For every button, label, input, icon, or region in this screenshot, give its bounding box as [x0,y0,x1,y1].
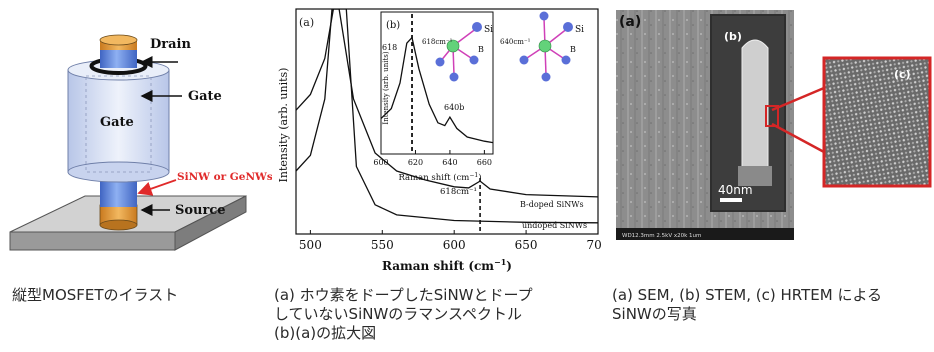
x-tick-label: 640 [442,158,457,167]
series-line-1 [381,36,493,144]
panel-a-label: (a) [299,16,314,29]
peak-annotation-618: 618cm⁻¹ [440,187,477,197]
svg-text:Si: Si [575,25,584,35]
nanowire-upper [100,48,137,68]
inset-xlabel: Raman shift (cm−1) [398,172,481,184]
panel-c-label-hrtem: (c) [894,68,911,81]
inset-peak2-label: 640b [444,103,464,112]
mosfet-illustration: Drain Gate Gate SiNW or GeNWs Source [9,34,273,251]
scalebar-label: 40nm [718,183,753,197]
main-ylabel: Intensity (arb. units) [277,68,290,183]
x-tick-label: 660 [477,158,492,167]
callout-box [765,105,779,127]
inset-ylabel: Intensity (arb. units) [382,51,390,124]
molecule-left: Si B 618cm⁻¹ [422,22,493,82]
molecule-left-label: 618cm⁻¹ [422,38,453,46]
nanowire-label: SiNW or GeNWs [177,171,272,183]
svg-text:B: B [478,45,484,54]
molecule-right-label: 640cm⁻¹ [500,38,531,46]
x-tick-label: 500 [299,238,322,252]
microscopy-images: WD12.3mm 2.5kV x20k 1um (a) 40nm (b) (c) [616,10,932,240]
main-xlabel: Raman shift (cm−1) [382,257,512,273]
caption-figure2: (a) ホウ素をドープしたSiNWとドープ していないSiNWのラマンスペクトル… [274,286,533,342]
source-label: Source [175,203,226,218]
nanowire-stem [741,39,769,173]
hrtem-image [822,56,932,188]
panel-b-label: (b) [386,20,400,31]
gate-top-label: Gate [188,89,222,104]
svg-text:Si: Si [484,25,493,35]
gate-body-label: Gate [100,115,134,130]
series-line-1 [296,9,598,198]
figure-mosfet: Drain Gate Gate SiNW or GeNWs Source [0,0,273,290]
figure-raman: 500 550 600 650 700 (a) Raman shift (cm−1) I… [272,0,609,290]
sem-footer: WD12.3mm 2.5kV x20k 1um [622,233,701,239]
caption-figure3: (a) SEM, (b) STEM, (c) HRTEM による SiNWの写真 [612,286,883,323]
molecule-right: Si B 640cm⁻¹ [500,11,584,82]
drain-label: Drain [150,37,191,52]
x-tick-label: 700 [587,238,602,252]
scale-bar [720,198,742,202]
callout-line-top [771,86,825,112]
series-label-undoped: undoped SiNWs [522,221,587,230]
x-tick-label: 600 [443,238,466,252]
caption-figure1: 縦型MOSFETのイラスト [12,286,179,304]
x-tick-label: 620 [408,158,423,167]
callout-line-bottom [771,122,825,154]
x-tick-label: 600 [373,158,388,167]
series-label-bdoped: B-doped SiNWs [520,200,584,209]
series-line-2 [296,9,598,224]
x-tick-label: 650 [515,238,538,252]
inset-plot-frame [380,11,494,155]
svg-text:B: B [570,45,576,54]
figure-microscopy: WD12.3mm 2.5kV x20k 1um (a) 40nm (b) (c) [612,0,934,290]
x-tick-label: 550 [371,238,394,252]
panel-a-label-sem: (a) [619,14,641,30]
inset-peak1-label: 618 [382,43,397,52]
gate-shell [67,69,170,173]
panel-b-label-stem: (b) [724,30,742,43]
raman-chart: 500 550 600 650 700 (a) Raman shift (cm−1) I… [277,8,609,273]
